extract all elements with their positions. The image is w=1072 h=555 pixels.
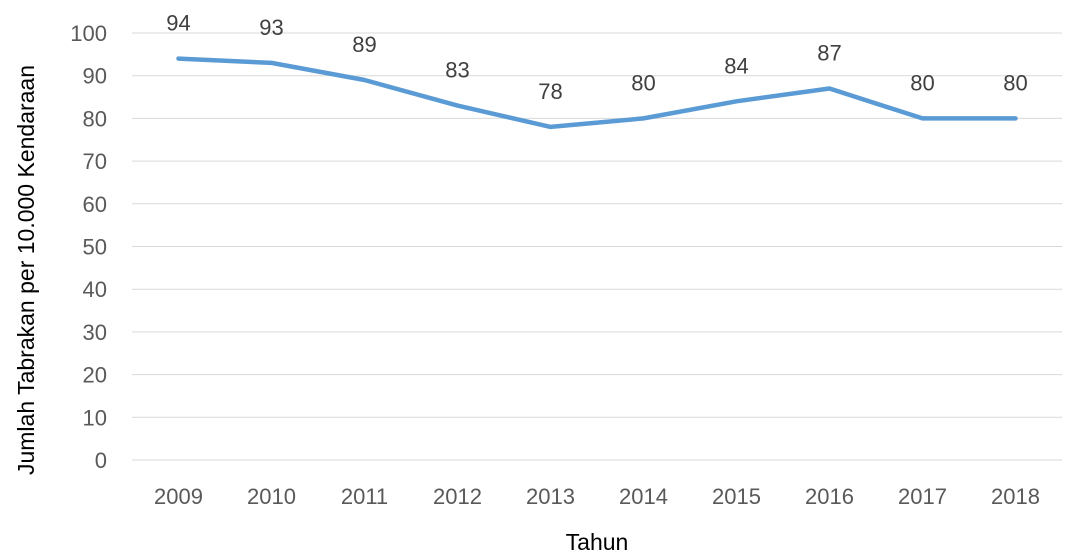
x-axis-title: Tahun <box>566 529 629 555</box>
x-tick-label: 2014 <box>619 484 668 509</box>
x-tick-label: 2010 <box>247 484 296 509</box>
x-tick-label: 2015 <box>712 484 761 509</box>
x-axis-ticks: 2009 2010 2011 2012 2013 2014 2015 2016 2017 2018 <box>154 484 1040 509</box>
data-label: 87 <box>817 41 841 66</box>
y-tick-label: 20 <box>83 363 107 388</box>
y-tick-label: 50 <box>83 235 107 260</box>
data-label: 80 <box>1003 70 1027 95</box>
y-tick-label: 30 <box>83 320 107 345</box>
x-tick-label: 2009 <box>154 484 203 509</box>
x-tick-label: 2017 <box>898 484 947 509</box>
data-label: 89 <box>352 32 376 57</box>
series-line <box>176 56 1018 130</box>
x-tick-label: 2016 <box>805 484 854 509</box>
data-label: 93 <box>259 15 283 40</box>
data-label: 83 <box>445 58 469 83</box>
data-labels: 94 93 89 83 78 80 84 87 80 80 <box>166 11 1027 104</box>
y-tick-label: 0 <box>95 448 107 473</box>
data-label: 78 <box>538 79 562 104</box>
y-tick-label: 100 <box>70 21 107 46</box>
y-tick-label: 80 <box>83 106 107 131</box>
y-axis-title: Jumlah Tabrakan per 10.000 Kendaraan <box>13 65 39 475</box>
x-tick-label: 2012 <box>433 484 482 509</box>
gridlines <box>132 32 1062 461</box>
data-label: 80 <box>910 70 934 95</box>
data-label: 94 <box>166 11 190 36</box>
data-label: 80 <box>631 70 655 95</box>
x-tick-label: 2018 <box>991 484 1040 509</box>
y-axis-ticks: 0 10 20 30 40 50 60 70 80 90 100 <box>70 21 107 473</box>
data-label: 84 <box>724 53 748 78</box>
y-tick-label: 70 <box>83 149 107 174</box>
y-tick-label: 10 <box>83 405 107 430</box>
y-tick-label: 90 <box>83 64 107 89</box>
x-tick-label: 2013 <box>526 484 575 509</box>
y-tick-label: 40 <box>83 277 107 302</box>
y-tick-label: 60 <box>83 192 107 217</box>
x-tick-label: 2011 <box>341 484 388 509</box>
